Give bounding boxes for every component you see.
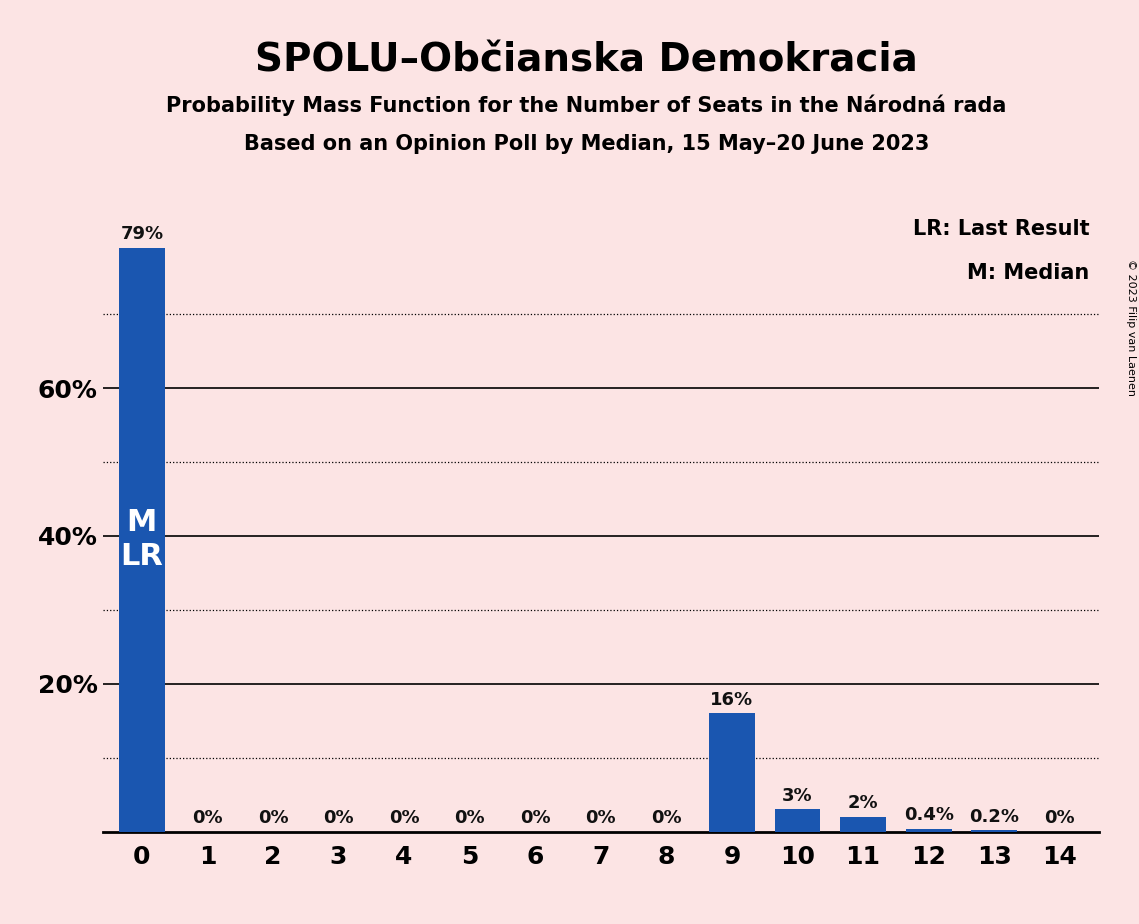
Text: © 2023 Filip van Laenen: © 2023 Filip van Laenen [1126, 259, 1136, 395]
Text: Based on an Opinion Poll by Median, 15 May–20 June 2023: Based on an Opinion Poll by Median, 15 M… [244, 134, 929, 154]
Text: 79%: 79% [121, 225, 163, 243]
Text: Probability Mass Function for the Number of Seats in the Národná rada: Probability Mass Function for the Number… [166, 94, 1007, 116]
Text: M
LR: M LR [121, 508, 163, 571]
Text: 0%: 0% [585, 809, 616, 827]
Text: 0.2%: 0.2% [969, 808, 1019, 826]
Text: 2%: 2% [847, 795, 878, 812]
Bar [841, 817, 886, 832]
Text: 0%: 0% [257, 809, 288, 827]
Bar [775, 809, 820, 832]
Text: 0.4%: 0.4% [903, 807, 953, 824]
Text: 0%: 0% [192, 809, 223, 827]
Bar [972, 830, 1017, 832]
Text: 0%: 0% [454, 809, 485, 827]
Bar [118, 248, 165, 832]
Text: 16%: 16% [711, 691, 754, 709]
Bar [708, 713, 755, 832]
Text: 0%: 0% [519, 809, 550, 827]
Text: LR: Last Result: LR: Last Result [912, 219, 1089, 239]
Text: SPOLU–Občianska Demokracia: SPOLU–Občianska Demokracia [255, 42, 918, 79]
Text: 0%: 0% [323, 809, 354, 827]
Text: M: Median: M: Median [967, 263, 1089, 283]
Text: 3%: 3% [782, 787, 813, 805]
Bar [906, 829, 951, 832]
Text: 0%: 0% [388, 809, 419, 827]
Text: 0%: 0% [652, 809, 682, 827]
Text: 0%: 0% [1044, 809, 1075, 827]
